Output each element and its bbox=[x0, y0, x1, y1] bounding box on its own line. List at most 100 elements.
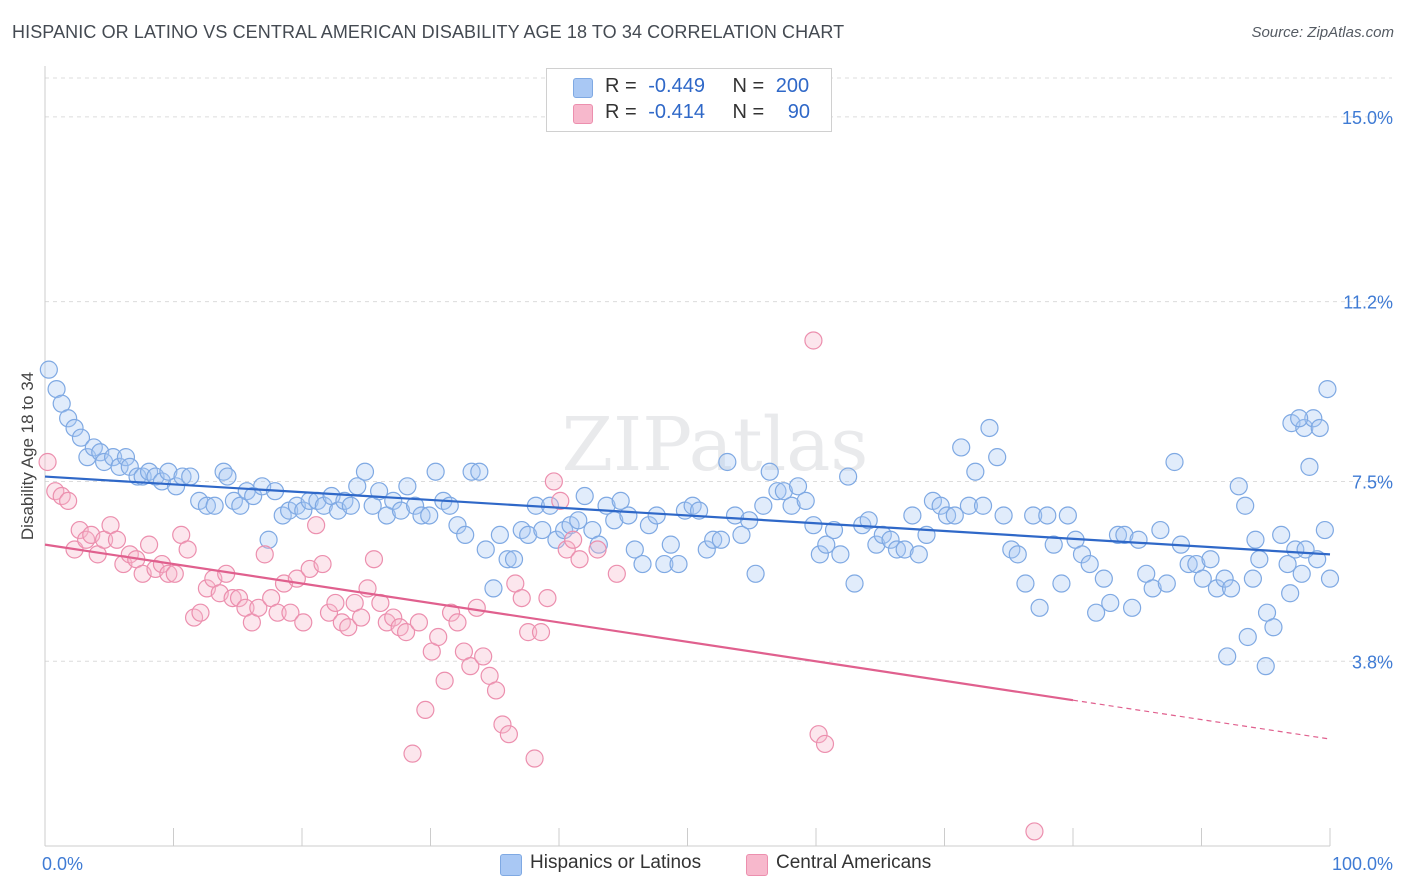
hispanic-point bbox=[952, 438, 971, 457]
hispanic-point bbox=[697, 540, 716, 559]
hispanic-point bbox=[476, 540, 495, 559]
hispanic-point bbox=[732, 525, 751, 545]
hispanic-point bbox=[845, 574, 864, 593]
central-american-point bbox=[396, 623, 416, 642]
x-tick-label: 100.0% bbox=[1332, 854, 1393, 874]
hispanic-point bbox=[484, 579, 503, 598]
hispanic-point bbox=[1038, 506, 1057, 525]
hispanic-point bbox=[661, 535, 680, 554]
hispanic-point bbox=[420, 506, 439, 525]
hispanic-point bbox=[1129, 530, 1148, 549]
hispanic-point bbox=[669, 554, 688, 574]
y-tick-label: 3.8% bbox=[1352, 652, 1393, 672]
legend-label: Hispanics or Latinos bbox=[530, 852, 702, 873]
hispanic-point bbox=[65, 418, 84, 438]
central-american-point bbox=[70, 520, 89, 540]
trend-lines bbox=[44, 475, 1331, 740]
hispanic-point bbox=[881, 530, 900, 549]
central-american-point bbox=[416, 700, 435, 719]
hispanic-point bbox=[448, 516, 467, 535]
hispanic-point bbox=[1008, 545, 1027, 564]
hispanic-point bbox=[839, 467, 858, 486]
hispanic-point bbox=[931, 496, 950, 515]
hispanic-point bbox=[166, 477, 186, 496]
central-american-point bbox=[519, 623, 538, 642]
hispanic-point bbox=[116, 448, 136, 467]
hispanic-point bbox=[355, 462, 375, 481]
hispanic-point bbox=[966, 462, 985, 481]
central-american-point bbox=[429, 627, 448, 647]
chart-title: HISPANIC OR LATINO VS CENTRAL AMERICAN D… bbox=[12, 22, 845, 42]
hispanic-point bbox=[768, 482, 787, 501]
central-american-trend-extension bbox=[1072, 699, 1331, 740]
hispanic-point bbox=[817, 535, 836, 554]
hispanic-point bbox=[718, 452, 737, 472]
hispanic-trend-line bbox=[44, 475, 1331, 556]
hispanic-point bbox=[314, 496, 333, 515]
grid-lines bbox=[45, 77, 1392, 662]
hispanic-point bbox=[760, 462, 779, 481]
hispanic-point bbox=[1044, 535, 1063, 554]
hispanic-point bbox=[1179, 554, 1198, 574]
hispanic-point bbox=[1072, 545, 1092, 564]
central-american-point bbox=[525, 749, 544, 768]
hispanic-point bbox=[462, 462, 481, 481]
y-tick-label: 7.5% bbox=[1352, 472, 1393, 492]
central-american-point bbox=[403, 744, 422, 763]
hispanic-point bbox=[341, 496, 360, 515]
hispanic-point bbox=[1143, 579, 1162, 598]
central-american-point bbox=[493, 715, 512, 734]
hispanic-point bbox=[1207, 579, 1227, 598]
hispanic-point bbox=[725, 506, 745, 525]
central-american-point bbox=[409, 613, 429, 632]
hispanic-point bbox=[1052, 574, 1071, 593]
hispanic-point bbox=[1108, 525, 1128, 545]
central-american-point bbox=[38, 452, 57, 472]
central-american-point bbox=[352, 608, 371, 627]
hispanic-point bbox=[1320, 569, 1340, 588]
central-american-point bbox=[815, 734, 835, 754]
central-american-trend-line bbox=[44, 543, 1074, 702]
central-american-point bbox=[178, 540, 197, 559]
hispanic-point bbox=[398, 477, 417, 496]
hispanic-point bbox=[391, 501, 411, 520]
legend-swatch-blue bbox=[500, 854, 522, 876]
y-tick-label: 15.0% bbox=[1342, 108, 1393, 128]
central-american-point bbox=[557, 540, 576, 559]
hispanic-point bbox=[788, 477, 808, 496]
hispanic-point bbox=[1286, 540, 1305, 559]
x-tick-label: 0.0% bbox=[42, 854, 83, 874]
hispanic-point bbox=[1016, 574, 1035, 593]
central-american-point bbox=[461, 657, 480, 676]
hispanic-point bbox=[754, 496, 773, 515]
hispanic-point bbox=[1318, 379, 1337, 399]
hispanic-point bbox=[498, 550, 517, 569]
central-american-point bbox=[326, 593, 345, 613]
hispanic-point bbox=[895, 540, 914, 559]
hispanic-point bbox=[1281, 584, 1300, 603]
hispanic-point bbox=[259, 530, 278, 549]
hispanic-point bbox=[994, 506, 1013, 525]
hispanic-point bbox=[1221, 579, 1241, 598]
central-american-point bbox=[531, 623, 551, 642]
hispanic-point bbox=[456, 525, 475, 545]
central-american-point bbox=[294, 613, 313, 632]
hispanic-point bbox=[988, 448, 1007, 467]
hispanic-point bbox=[1304, 409, 1323, 428]
hispanic-point bbox=[1151, 520, 1170, 540]
hispanic-point bbox=[782, 496, 801, 515]
central-american-point bbox=[255, 545, 274, 564]
central-american-point bbox=[551, 491, 570, 510]
hispanic-point bbox=[1101, 593, 1120, 613]
central-american-point bbox=[319, 603, 339, 622]
hispanic-point bbox=[774, 482, 793, 501]
hispanic-point bbox=[903, 506, 922, 525]
legend-swatch-pink bbox=[746, 854, 768, 876]
hispanic-point bbox=[569, 511, 588, 530]
hispanic-point bbox=[937, 506, 957, 525]
hispanic-point bbox=[810, 545, 829, 564]
central-american-point bbox=[467, 598, 486, 617]
central-american-point bbox=[364, 550, 384, 569]
hispanic-point bbox=[746, 564, 765, 583]
central-american-point bbox=[165, 564, 184, 583]
